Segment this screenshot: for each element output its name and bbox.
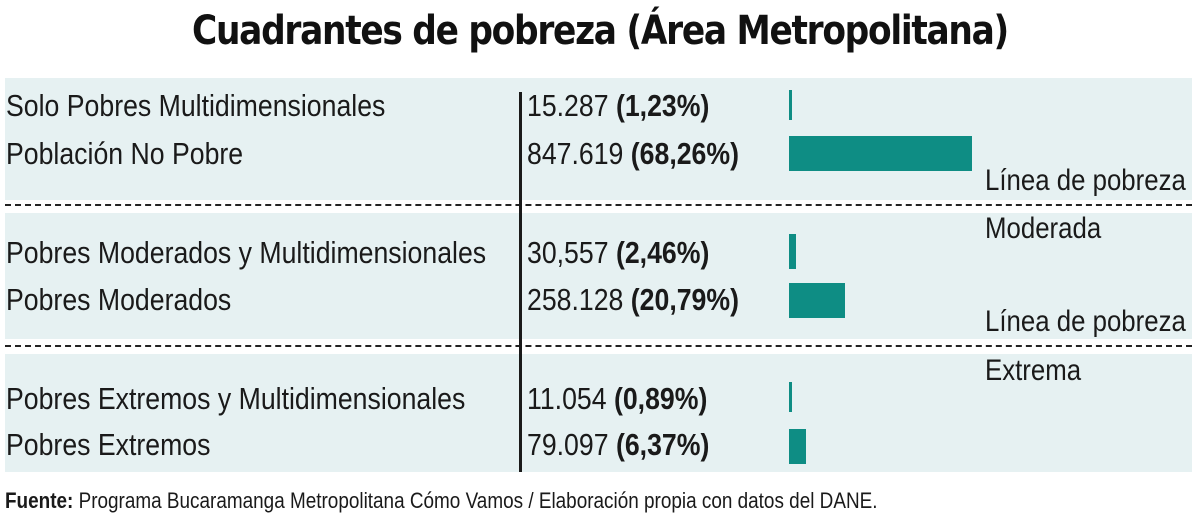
row-label: Pobres Moderados bbox=[6, 282, 232, 317]
bar bbox=[789, 90, 793, 120]
row-label: Pobres Extremos y Multidimensionales bbox=[6, 381, 466, 416]
threshold-label: Moderada bbox=[985, 212, 1102, 245]
chart-title: Cuadrantes de pobreza (Área Metropolitan… bbox=[192, 8, 1009, 54]
bar bbox=[789, 382, 792, 412]
threshold-label: Línea de pobreza bbox=[985, 164, 1186, 197]
bar bbox=[789, 429, 807, 464]
poverty-line-moderate bbox=[5, 204, 1192, 206]
bar bbox=[789, 136, 972, 171]
row-value: 847.619 (68,26%) bbox=[527, 136, 739, 171]
row-label: Solo Pobres Multidimensionales bbox=[6, 88, 386, 123]
row-value: 15.287 (1,23%) bbox=[527, 88, 710, 123]
bar bbox=[789, 283, 845, 318]
row-value: 30,557 (2,46%) bbox=[527, 235, 710, 270]
band-moderados bbox=[5, 213, 1192, 339]
row-value: 79.097 (6,37%) bbox=[527, 427, 710, 462]
row-value: 11.054 (0,89%) bbox=[527, 381, 708, 416]
row-label: Pobres Extremos bbox=[6, 427, 211, 462]
threshold-label: Línea de pobreza bbox=[985, 305, 1186, 338]
threshold-label: Extrema bbox=[985, 354, 1082, 387]
bar bbox=[789, 234, 796, 269]
poverty-line-extreme bbox=[5, 345, 1192, 347]
row-label: Población No Pobre bbox=[6, 136, 244, 171]
column-divider bbox=[519, 92, 522, 472]
band-extremos bbox=[5, 354, 1192, 472]
row-label: Pobres Moderados y Multidimensionales bbox=[6, 235, 487, 270]
source-note: Fuente: Programa Bucaramanga Metropolita… bbox=[5, 488, 878, 513]
band-no-pobres bbox=[5, 78, 1192, 200]
row-value: 258.128 (20,79%) bbox=[527, 282, 739, 317]
